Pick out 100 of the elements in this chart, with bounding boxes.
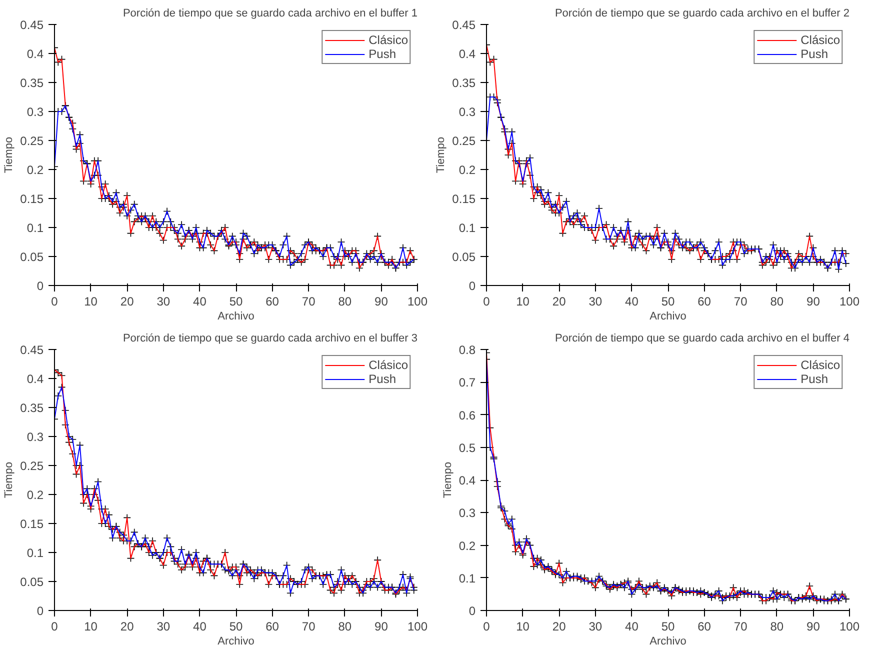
y-tick-label: 0.8 [458,343,476,357]
y-tick-label: 0.3 [458,506,476,520]
legend-label: Clásico [800,33,840,47]
x-tick-label: 100 [407,620,428,634]
x-tick-label: 80 [770,620,784,634]
y-tick-label: 0.25 [20,134,44,148]
y-tick-label: 0.1 [458,221,476,235]
x-tick-label: 30 [588,620,602,634]
y-axis-title: Tiempo [442,462,454,498]
y-tick-label: 0.4 [26,372,44,386]
x-tick-label: 0 [483,294,490,308]
y-tick-label: 0 [36,279,44,293]
y-tick-label: 0 [468,604,476,618]
y-tick-label: 0.6 [458,408,476,422]
x-tick-label: 40 [193,620,207,634]
y-tick-label: 0.4 [458,474,476,488]
x-tick-label: 90 [806,620,820,634]
x-tick-label: 30 [588,294,602,308]
y-tick-label: 0.4 [26,47,44,61]
x-tick-label: 60 [698,620,712,634]
x-tick-label: 40 [625,620,639,634]
x-tick-label: 90 [374,294,388,308]
x-tick-label: 40 [193,294,207,308]
y-tick-label: 0.2 [26,163,44,177]
y-tick-label: 0.15 [20,192,44,206]
y-tick-label: 0.3 [458,105,476,119]
y-tick-label: 0.25 [452,134,476,148]
x-tick-label: 80 [338,294,352,308]
y-tick-label: 0.2 [458,163,476,177]
x-tick-label: 0 [51,294,58,308]
y-tick-label: 0.5 [458,440,476,455]
y-tick-label: 0.1 [26,221,44,235]
x-axis-title: Archivo [650,310,686,322]
y-tick-label: 0.1 [458,571,476,586]
x-tick-label: 10 [516,620,530,634]
x-axis-title: Archivo [650,636,686,648]
y-axis-title: Tiempo [435,136,448,174]
x-tick-label: 30 [156,294,170,308]
x-tick-label: 70 [734,294,748,308]
chart-title: Porción de tiempo que se guardo cada archivo en el buffer 1 [122,8,418,20]
x-tick-label: 40 [625,294,639,308]
chart-title: Porción de tiempo que se guardo cada archivo en el buffer 3 [122,332,418,344]
x-tick-label: 70 [302,620,316,634]
legend-label: Clásico [800,358,840,372]
y-tick-label: 0.45 [20,343,44,357]
x-tick-label: 10 [516,294,530,308]
legend-label: Push [368,47,396,61]
y-tick-label: 0.45 [20,18,44,32]
y-tick-label: 0.15 [20,517,44,531]
y-tick-label: 0.25 [20,459,44,473]
y-tick-label: 0.15 [452,192,476,206]
y-tick-label: 0.4 [458,47,476,61]
x-tick-label: 90 [806,294,820,308]
y-tick-label: 0.35 [20,76,44,90]
y-tick-label: 0 [468,279,476,293]
x-tick-label: 0 [483,620,490,634]
y-tick-label: 0.1 [26,546,44,560]
legend-label: Push [800,47,828,61]
y-axis-title: Tiempo [3,462,16,498]
x-tick-label: 60 [266,294,280,308]
x-tick-label: 0 [51,620,58,634]
chart-title: Porción de tiempo que se guardo cada archivo en el buffer 4 [554,332,850,344]
x-tick-label: 30 [156,620,170,634]
y-tick-label: 0 [36,604,44,618]
y-tick-label: 0.35 [20,401,44,415]
x-tick-label: 90 [374,620,388,634]
y-axis-title: Tiempo [3,136,16,174]
y-tick-label: 0.7 [458,376,476,390]
x-tick-label: 10 [84,620,98,634]
x-axis-title: Archivo [218,636,254,648]
y-tick-label: 0.3 [26,430,44,444]
legend-label: Push [368,372,396,386]
x-tick-label: 50 [661,294,675,308]
y-tick-label: 0.05 [20,575,44,589]
legend-label: Push [800,372,828,386]
y-tick-label: 0.2 [26,488,44,502]
y-tick-label: 0.35 [452,76,476,90]
x-tick-label: 60 [698,294,712,308]
x-tick-label: 50 [229,620,243,634]
chart-title: Porción de tiempo que se guardo cada archivo en el buffer 2 [554,8,850,20]
y-tick-label: 0.2 [458,538,476,553]
x-tick-label: 60 [266,620,280,634]
x-tick-label: 100 [407,294,428,308]
x-tick-label: 80 [770,294,784,308]
x-tick-label: 70 [302,294,316,308]
x-tick-label: 70 [734,620,748,634]
legend-label: Clásico [368,358,408,372]
x-tick-label: 10 [84,294,98,308]
legend-label: Clásico [368,33,408,47]
x-tick-label: 80 [338,620,352,634]
y-tick-label: 0.45 [452,18,476,32]
x-axis-title: Archivo [218,310,254,322]
y-tick-label: 0.3 [26,105,44,119]
x-tick-label: 20 [552,294,566,308]
y-tick-label: 0.05 [20,250,44,264]
x-tick-label: 20 [552,620,566,634]
x-tick-label: 100 [839,294,860,308]
x-tick-label: 20 [120,620,134,634]
x-tick-label: 50 [229,294,243,308]
x-tick-label: 20 [120,294,134,308]
